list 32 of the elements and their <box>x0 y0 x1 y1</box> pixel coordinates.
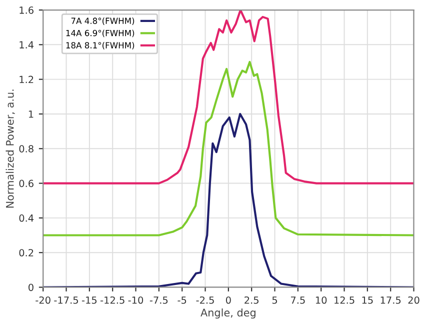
x-tick-label: -10 <box>128 296 144 304</box>
x-tick-label: 12.5 <box>334 296 354 304</box>
line-series <box>43 60 414 236</box>
y-tick-label: 1 <box>28 110 34 118</box>
x-tick-label: -20 <box>36 296 50 304</box>
x-axis-title: Angle, deg <box>200 308 256 319</box>
y-tick-label: 1.4 <box>20 41 34 48</box>
y-axis-title: Normalized Power, a.u. <box>6 90 15 208</box>
legend-label: 7A 4.8°(FWHM) <box>71 18 134 25</box>
x-tick-label: 0 <box>226 296 231 304</box>
x-tick-label: 20 <box>408 296 420 304</box>
x-tick-label: 10 <box>316 296 327 304</box>
x-tick-label: -12.5 <box>100 296 124 304</box>
x-tick-label: -2.5 <box>196 296 214 304</box>
legend-label: 14A 6.9°(FWHM) <box>66 30 134 38</box>
x-tick-label: 15 <box>362 296 373 304</box>
x-tick-label: -5 <box>178 296 186 304</box>
x-tick-label: -7.5 <box>150 296 168 304</box>
y-tick-label: 0.8 <box>19 145 34 152</box>
x-tick-label: -17.5 <box>54 296 78 304</box>
x-tick-label: -15 <box>82 296 97 304</box>
y-tick-label: 0 <box>28 284 34 292</box>
y-tick-label: 1.6 <box>20 6 34 14</box>
y-tick-label: 0.4 <box>19 214 34 222</box>
y-tick-label: 1.2 <box>20 76 34 84</box>
x-tick-label: 5 <box>272 296 278 304</box>
legend-label: 18A 8.1°(FWHM) <box>66 42 134 50</box>
y-tick-label: 0.6 <box>19 180 34 188</box>
y-tick-label: 0.2 <box>19 249 34 256</box>
x-tick-label: 7.5 <box>290 296 305 304</box>
x-tick-label: 2.5 <box>244 296 258 304</box>
x-tick-label: 17.5 <box>380 296 401 304</box>
